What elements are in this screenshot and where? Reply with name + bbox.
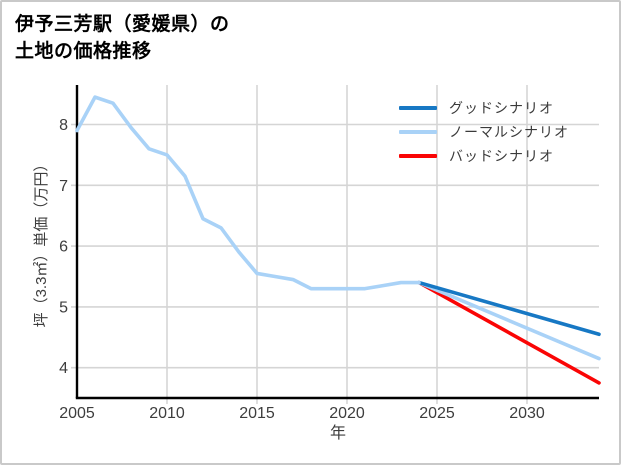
svg-text:2015: 2015: [239, 405, 275, 422]
legend-item-bad-scenario: バッドシナリオ: [399, 144, 569, 168]
svg-text:5: 5: [59, 299, 68, 316]
chart-title-line-2: 土地の価格推移: [15, 41, 152, 62]
y-gridlines: [71, 123, 599, 369]
legend-label-bad: バッドシナリオ: [449, 148, 554, 164]
legend-swatch-bad: [399, 154, 437, 158]
svg-text:6: 6: [59, 239, 68, 256]
y-axis-label: 坪（3.3㎡）単価（万円）: [33, 157, 50, 328]
x-tick-labels: 2005 2010 2015 2020 2025 2030: [59, 405, 545, 422]
legend-label-good: グッドシナリオ: [449, 100, 554, 116]
x-gridlines: [166, 85, 528, 404]
axes: [75, 85, 599, 400]
chart-title: 伊予三芳駅（愛媛県）の 土地の価格推移: [15, 11, 230, 65]
svg-text:2030: 2030: [509, 405, 545, 422]
series-historical-price: [75, 95, 421, 291]
legend: グッドシナリオ ノーマルシナリオ バッドシナリオ: [399, 96, 569, 168]
svg-text:2005: 2005: [59, 405, 95, 422]
svg-text:4: 4: [59, 360, 68, 377]
svg-text:2010: 2010: [149, 405, 185, 422]
legend-label-normal: ノーマルシナリオ: [449, 124, 569, 140]
chart-title-line-1: 伊予三芳駅（愛媛県）の: [15, 14, 230, 35]
y-tick-labels: 4 5 6 7 8: [59, 117, 68, 377]
x-axis-label: 年: [330, 424, 346, 442]
legend-item-good-scenario: グッドシナリオ: [399, 96, 569, 120]
svg-text:2020: 2020: [329, 405, 365, 422]
series-good-scenario: [417, 280, 601, 337]
series-bad-scenario: [417, 280, 601, 385]
legend-item-normal-scenario: ノーマルシナリオ: [399, 120, 569, 144]
svg-text:7: 7: [59, 178, 68, 195]
svg-text:8: 8: [59, 117, 68, 134]
svg-text:2025: 2025: [419, 405, 455, 422]
legend-swatch-good: [399, 106, 437, 110]
series-normal-scenario: [417, 280, 601, 361]
legend-swatch-normal: [399, 130, 437, 134]
